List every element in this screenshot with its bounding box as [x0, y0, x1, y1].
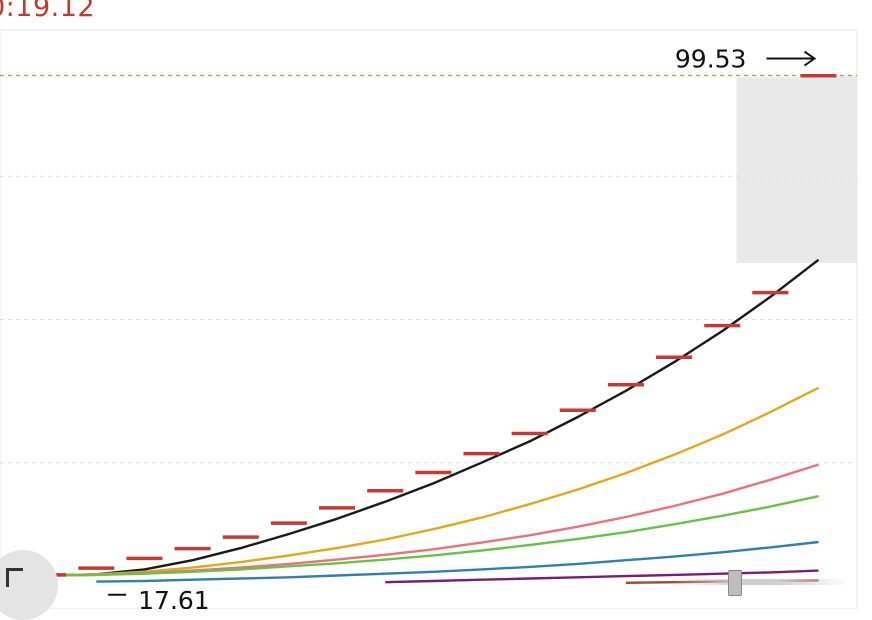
- range-slider[interactable]: [672, 570, 852, 596]
- series-line-green: [48, 495, 819, 577]
- collapse-button[interactable]: [0, 550, 58, 620]
- series-line-blue: [96, 540, 819, 583]
- min-value-label: 17.61: [138, 586, 210, 609]
- collapse-icon: [6, 568, 23, 587]
- series-line-orange: [48, 386, 820, 577]
- series-line-purple: [385, 569, 819, 584]
- series-line-black: [48, 258, 820, 577]
- max-arrow-head: [803, 50, 817, 67]
- range-slider-grip[interactable]: [728, 570, 742, 596]
- range-slider-track: [672, 579, 848, 585]
- elapsed-time: 0:19.12: [0, 0, 96, 23]
- highlight-region: [736, 77, 857, 263]
- max-value-label: 99.53: [675, 45, 747, 74]
